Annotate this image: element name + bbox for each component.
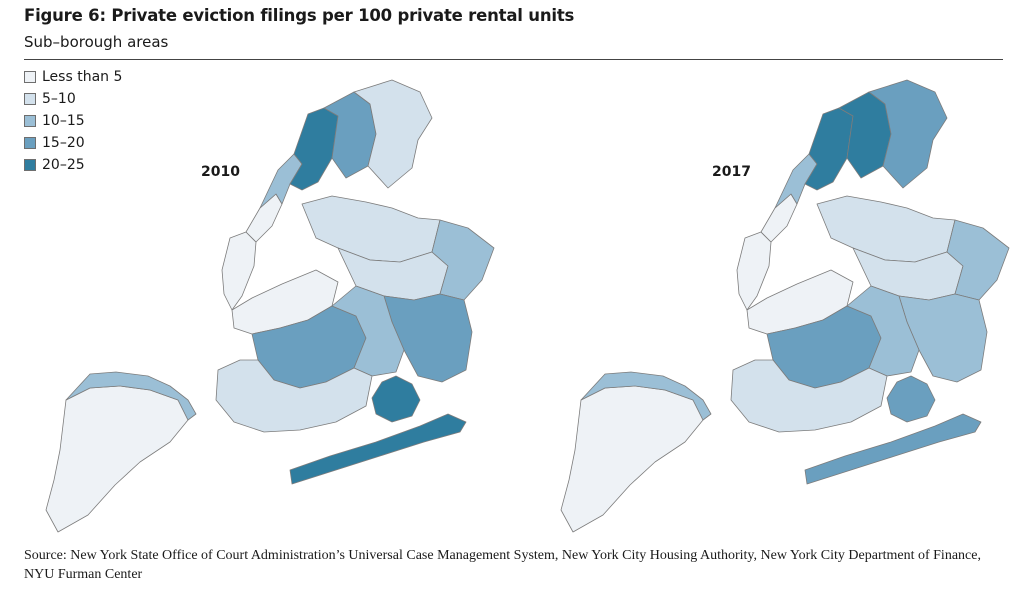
region-rockaway (804, 413, 982, 485)
region-staten-island-north (580, 371, 712, 421)
legend-swatch (24, 115, 36, 127)
legend-item: 10–15 (24, 110, 122, 132)
legend-item: 20–25 (24, 154, 122, 176)
legend-item: Less than 5 (24, 66, 122, 88)
region-brooklyn-east (846, 285, 920, 377)
legend-label: 15–20 (42, 135, 85, 151)
legend-label: Less than 5 (42, 69, 123, 85)
figure-subtitle: Sub–borough areas (24, 33, 169, 51)
legend: Less than 5 5–10 10–15 15–20 20–25 (24, 66, 122, 176)
source-note: Source: New York State Office of Court A… (24, 548, 981, 582)
legend-item: 5–10 (24, 88, 122, 110)
legend-label: 20–25 (42, 157, 85, 173)
region-bronx-west (289, 107, 339, 191)
legend-swatch (24, 71, 36, 83)
region-staten-island-south (45, 385, 189, 533)
region-queens-east (431, 219, 495, 301)
legend-swatch (24, 137, 36, 149)
map-2017 (560, 79, 1010, 533)
region-staten-island-south (560, 385, 704, 533)
map-label-2010: 2010 (201, 164, 240, 180)
region-jamaica-bay (886, 375, 936, 423)
figure-title: Figure 6: Private eviction filings per 1… (24, 6, 575, 25)
region-queens-east (946, 219, 1010, 301)
legend-label: 10–15 (42, 113, 85, 129)
legend-swatch (24, 93, 36, 105)
map-label-2017: 2017 (712, 164, 751, 180)
region-brooklyn-east (331, 285, 405, 377)
region-jamaica-bay (371, 375, 421, 423)
region-rockaway (289, 413, 467, 485)
region-queens-north (301, 195, 441, 263)
region-bronx-west (804, 107, 854, 191)
legend-item: 15–20 (24, 132, 122, 154)
region-bronx-east (868, 79, 948, 189)
title-divider (24, 59, 1003, 60)
region-staten-island-north (65, 371, 197, 421)
region-brooklyn-south (730, 359, 888, 433)
region-queens-north (816, 195, 956, 263)
map-2010 (45, 79, 495, 533)
legend-label: 5–10 (42, 91, 76, 107)
legend-swatch (24, 159, 36, 171)
region-brooklyn-south (215, 359, 373, 433)
region-bronx-east (353, 79, 433, 189)
